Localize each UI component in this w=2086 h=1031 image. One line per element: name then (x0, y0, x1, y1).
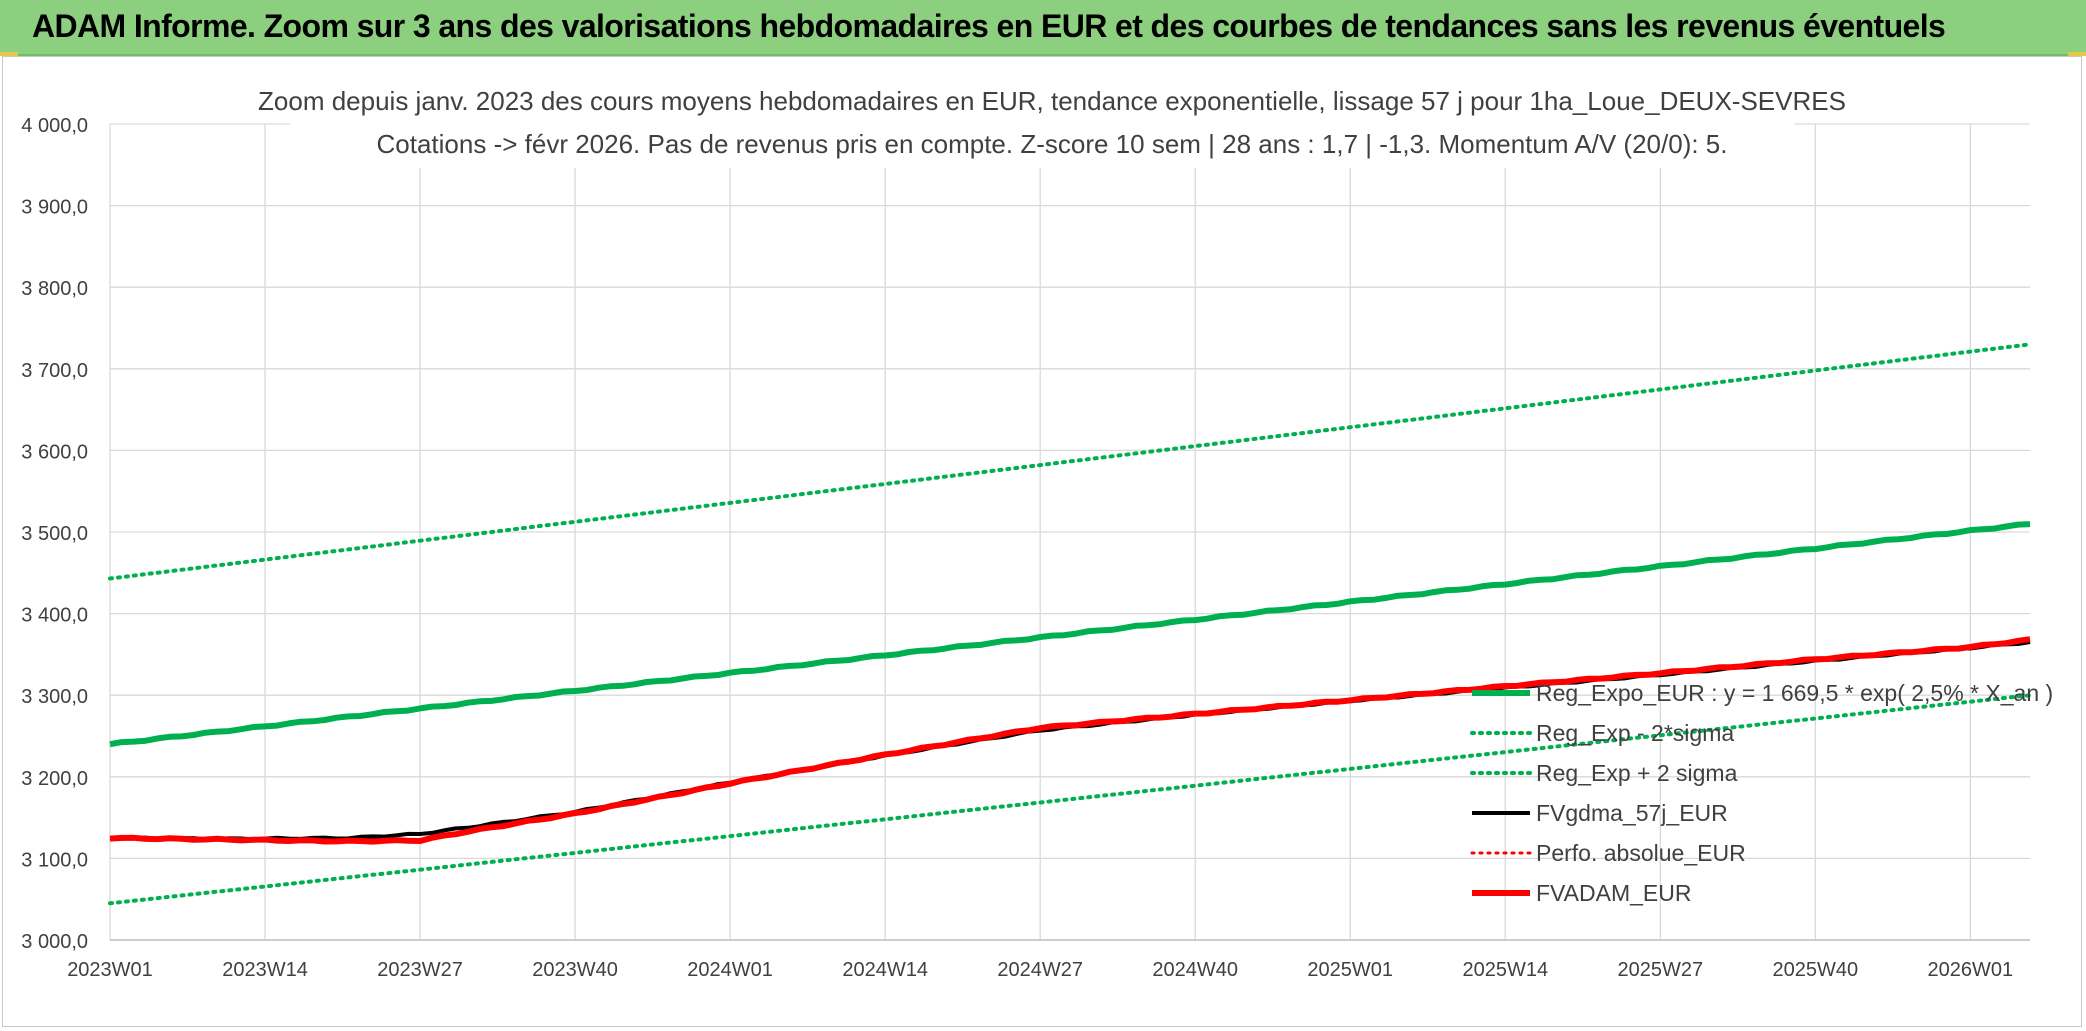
y-tick-label: 3 600,0 (21, 441, 88, 463)
x-tick-label: 2023W14 (222, 959, 308, 981)
y-tick-label: 3 200,0 (21, 768, 88, 790)
series-line-1 (108, 693, 2032, 906)
legend: Reg_Expo_EUR : y = 1 669,5 * exp( 2,5% *… (1470, 680, 2053, 906)
y-tick-label: 3 700,0 (21, 360, 88, 382)
series-line-0 (109, 521, 2031, 748)
y-tick-label: 3 800,0 (21, 278, 88, 300)
legend-label-4: Perfo. absolue_EUR (1536, 840, 1746, 866)
x-tick-label: 2026W01 (1928, 959, 2014, 981)
x-tick-label: 2024W40 (1152, 959, 1238, 981)
corner-marker-right (2068, 52, 2086, 56)
y-tick-label: 3 400,0 (21, 605, 88, 627)
y-tick-label: 3 300,0 (21, 686, 88, 708)
series-line-3 (109, 640, 2031, 842)
y-axis: 3 000,0 3 100,0 3 200,0 3 300,0 3 400,0 3 500… (21, 115, 88, 953)
x-tick-label: 2023W01 (67, 959, 153, 981)
x-tick-label: 2025W40 (1773, 959, 1859, 981)
x-tick-label: 2023W27 (377, 959, 463, 981)
x-tick-label: 2025W27 (1617, 959, 1703, 981)
chart-title-background (290, 80, 1794, 168)
y-tick-label: 3 500,0 (21, 523, 88, 545)
legend-label-2: Reg_Exp + 2 sigma (1536, 760, 1738, 786)
corner-marker-left (0, 52, 18, 56)
x-tick-label: 2024W27 (997, 959, 1083, 981)
series-line-5 (109, 636, 2031, 845)
legend-label-5: FVADAM_EUR (1536, 880, 1692, 906)
banner-title: ADAM Informe. Zoom sur 3 ans des valoris… (32, 8, 1946, 44)
chart-title: Zoom depuis janv. 2023 des cours moyens … (258, 86, 1846, 116)
series-lines (108, 342, 2032, 906)
x-tick-label: 2025W14 (1462, 959, 1548, 981)
legend-label-1: Reg_Exp - 2*sigma (1536, 720, 1734, 746)
y-tick-label: 4 000,0 (21, 115, 88, 137)
y-tick-label: 3 900,0 (21, 197, 88, 219)
grid-lines (109, 123, 2030, 941)
x-tick-label: 2024W14 (842, 959, 928, 981)
x-tick-label: 2024W01 (687, 959, 773, 981)
x-tick-label: 2025W01 (1307, 959, 1393, 981)
legend-label-3: FVgdma_57j_EUR (1536, 800, 1728, 826)
chart-subtitle: Cotations -> févr 2026. Pas de revenus p… (377, 129, 1728, 159)
x-axis: 2023W01 2023W14 2023W27 2023W40 2024W01 2024W… (67, 939, 2030, 981)
y-tick-label: 3 100,0 (21, 849, 88, 871)
series-line-2 (108, 342, 2032, 581)
x-tick-label: 2023W40 (532, 959, 618, 981)
y-tick-label: 3 000,0 (21, 931, 88, 953)
header-banner: ADAM Informe. Zoom sur 3 ans des valoris… (0, 0, 2086, 56)
legend-label-0: Reg_Expo_EUR : y = 1 669,5 * exp( 2,5% *… (1536, 680, 2053, 706)
chart-area-border (2, 56, 2082, 1027)
